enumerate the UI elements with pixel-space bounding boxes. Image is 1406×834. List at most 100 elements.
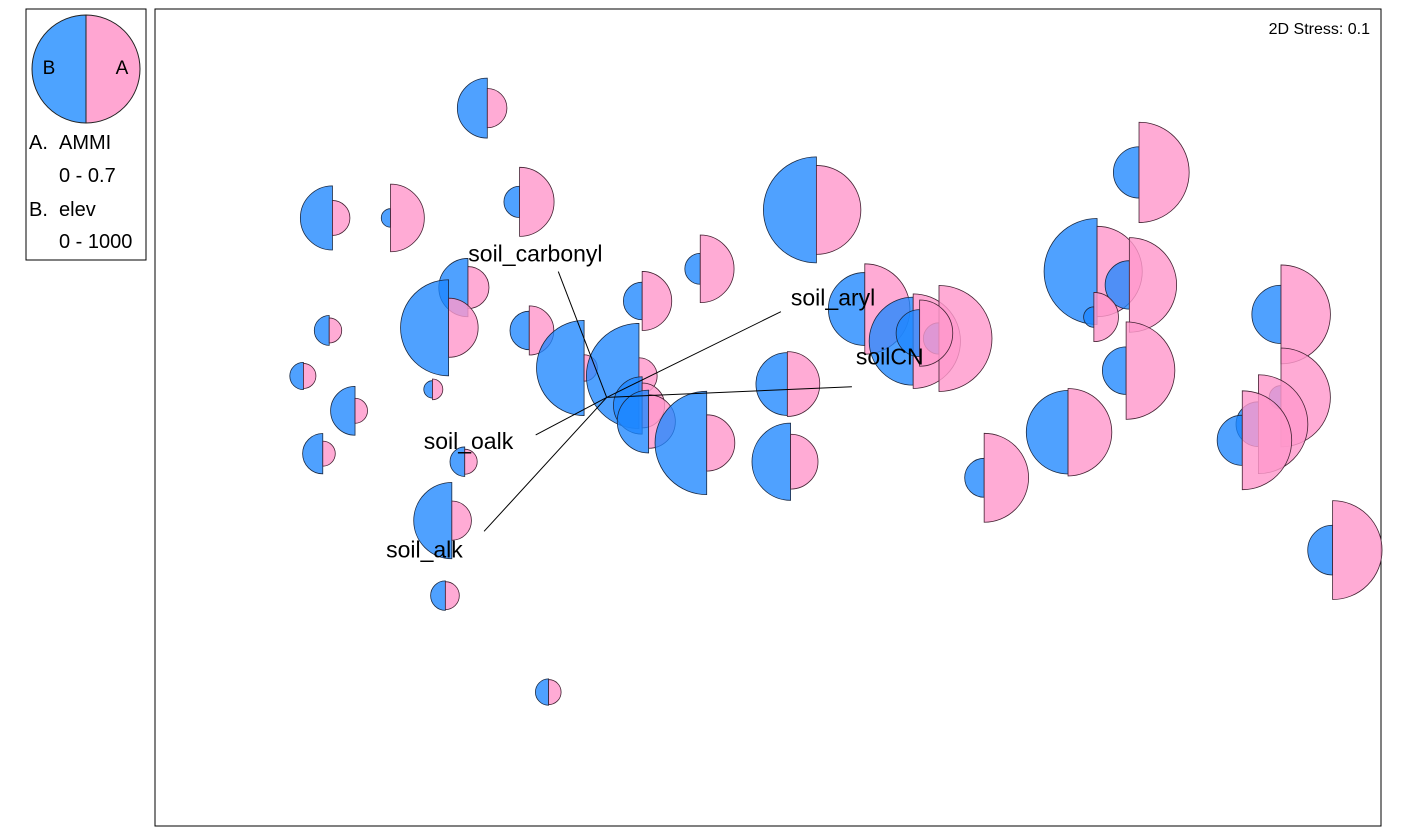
data-point-23: [289, 361, 317, 391]
vector-line-soil_carbonyl: [557, 271, 608, 398]
point-half-b: [751, 422, 791, 501]
data-point-31: [1025, 388, 1113, 477]
vector-label-soil_alk: soil_alk: [386, 536, 463, 562]
point-half-b: [762, 156, 817, 264]
vector-line-soil_oalk: [535, 396, 607, 436]
point-half-a: [448, 297, 479, 358]
data-point-25: [755, 351, 821, 417]
point-half-b: [503, 185, 520, 218]
point-half-b: [299, 185, 333, 251]
data-point-4: [684, 234, 735, 304]
data-point-10: [313, 315, 343, 346]
point-half-b: [413, 482, 453, 560]
legend-half-a: [85, 14, 141, 124]
point-half-b: [289, 361, 304, 391]
vector-label-soil_carbonyl: soil_carbonyl: [468, 241, 602, 267]
point-half-a: [1067, 388, 1113, 477]
point-half-a: [706, 414, 736, 472]
point-half-b: [654, 390, 708, 495]
legend-entry-a-range: 0 - 0.7: [59, 165, 116, 187]
legend-entry-a-name: AMMI: [59, 132, 111, 154]
point-half-b: [313, 315, 330, 346]
point-half-a: [322, 440, 336, 467]
point-half-a: [332, 200, 351, 236]
data-point-33: [654, 390, 736, 495]
point-half-b: [509, 310, 530, 351]
point-half-b: [1112, 146, 1140, 199]
point-half-a: [786, 351, 821, 417]
point-half-a: [919, 299, 954, 367]
legend-letter-a: A: [116, 58, 129, 79]
data-point-37: [964, 432, 1029, 523]
point-half-b: [330, 385, 356, 436]
vector-label-soil_aryl: soil_aryl: [791, 285, 875, 311]
point-half-a: [328, 317, 343, 344]
vector-line-soilCN: [606, 386, 852, 398]
point-half-b: [449, 446, 466, 477]
point-half-b: [1043, 218, 1098, 325]
point-half-a: [1138, 121, 1190, 223]
point-half-a: [303, 363, 317, 389]
vector-line-soil_aryl: [606, 311, 782, 398]
point-half-a: [641, 271, 673, 331]
point-half-b: [1216, 414, 1243, 466]
data-point-32: [1216, 390, 1293, 491]
point-half-a: [451, 500, 472, 541]
point-half-a: [983, 432, 1029, 523]
point-half-a: [464, 448, 478, 475]
point-half-b: [616, 389, 650, 454]
data-point-3: [380, 183, 425, 253]
vector-label-soilCN: soilCN: [856, 344, 924, 370]
data-point-40: [430, 580, 460, 611]
legend-letter-b: B: [43, 58, 56, 79]
legend-entry-a-letter: A.: [29, 132, 48, 154]
point-half-b: [1025, 390, 1069, 475]
data-point-1: [503, 166, 555, 237]
vector-label-soil_oalk: soil_oalk: [424, 428, 514, 454]
point-half-a: [699, 234, 735, 304]
data-point-34: [751, 422, 819, 501]
data-point-17: [1104, 237, 1178, 333]
point-half-b: [684, 253, 701, 285]
data-point-24: [423, 378, 444, 401]
point-half-a: [1125, 321, 1176, 420]
legend-entry-b-letter: B.: [29, 199, 48, 221]
data-point-41: [535, 678, 562, 706]
point-half-a: [486, 88, 508, 129]
data-point-9: [400, 279, 479, 377]
point-half-b: [1083, 306, 1095, 328]
data-point-2: [299, 185, 351, 251]
data-point-15: [895, 299, 954, 367]
point-half-b: [964, 457, 985, 498]
data-point-39: [1307, 500, 1383, 600]
point-half-b: [302, 433, 324, 475]
point-half-a: [790, 433, 819, 490]
point-half-b: [380, 208, 391, 228]
point-half-a: [1241, 390, 1293, 491]
point-half-b: [895, 309, 921, 358]
point-half-b: [430, 580, 446, 611]
data-point-8: [623, 271, 673, 331]
point-half-a: [1332, 500, 1383, 600]
points-layer: [289, 77, 1383, 706]
point-half-b: [828, 272, 866, 346]
point-half-a: [815, 165, 862, 255]
data-point-22: [1102, 321, 1176, 420]
point-half-b: [1104, 260, 1130, 310]
point-half-a: [548, 679, 562, 705]
data-point-38: [413, 482, 472, 560]
point-half-b: [457, 77, 488, 139]
point-half-a: [390, 183, 425, 253]
legend-half-b: [31, 14, 87, 124]
point-half-a: [519, 166, 555, 237]
point-half-b: [755, 352, 788, 416]
data-point-5: [762, 156, 862, 264]
vectors-layer: soil_carbonyl soil_aryl soilCN soil_oalksoi…: [386, 241, 924, 563]
point-half-a: [444, 581, 460, 610]
point-half-a: [432, 378, 444, 401]
point-half-b: [1102, 346, 1127, 395]
legend-entry-b-name: elev: [59, 199, 96, 221]
point-half-b: [423, 380, 433, 399]
point-half-b: [623, 281, 643, 321]
data-point-6: [1112, 121, 1190, 223]
